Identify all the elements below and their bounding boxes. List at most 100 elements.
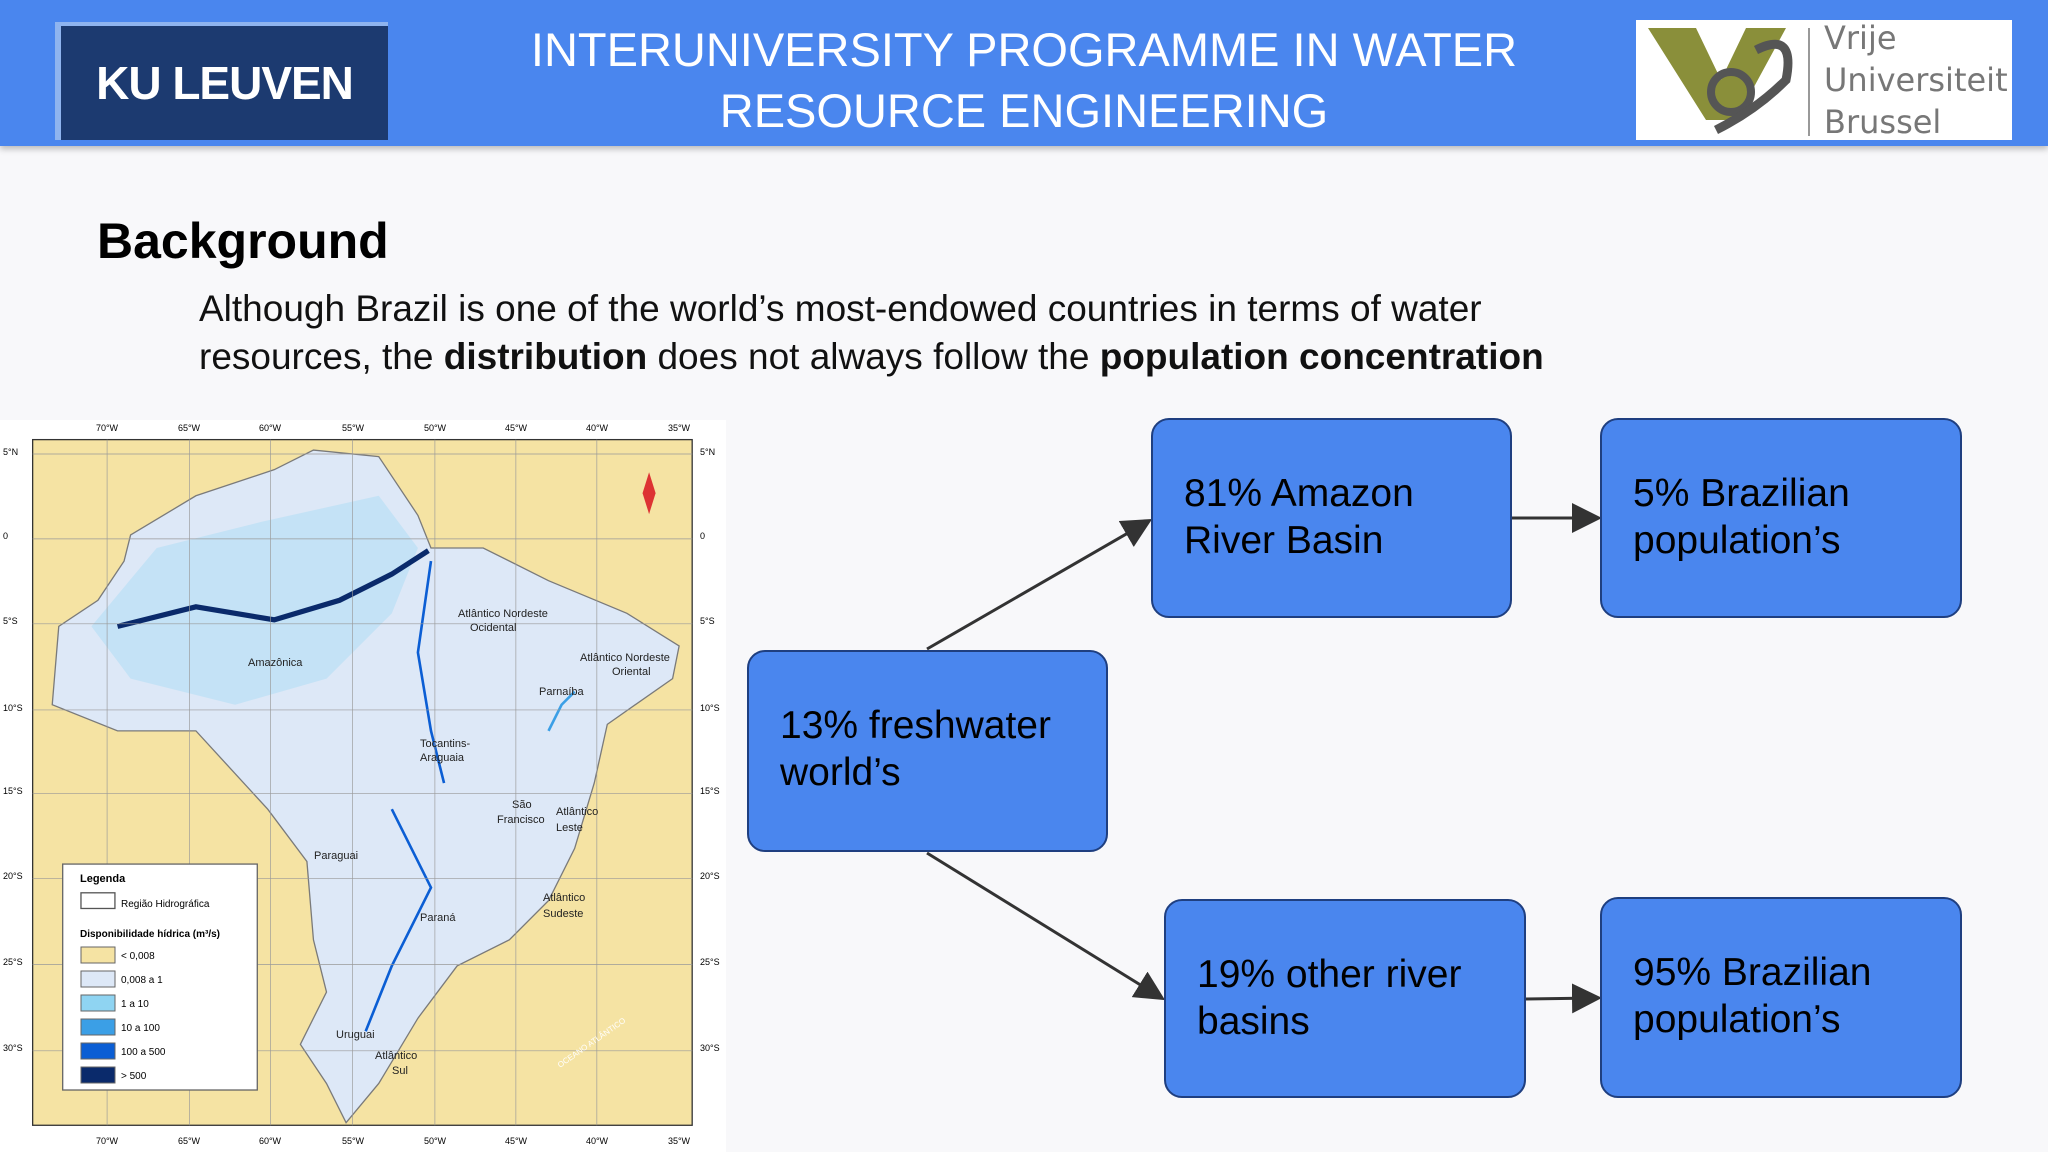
river: [416, 560, 446, 784]
legend-region-swatch: [80, 892, 116, 910]
lat-label: 25°S: [3, 957, 23, 967]
lon-label: 40°W: [586, 423, 609, 433]
ku-leuven-logo: KU LEUVEN: [55, 22, 388, 140]
lon-label: 35°W: [668, 423, 691, 433]
diagram-node: 95% Brazilian population’s: [1600, 897, 1962, 1098]
lat-label: 15°S: [3, 786, 23, 796]
region-label: Francisco: [497, 814, 545, 826]
lat-label: 5°N: [700, 447, 715, 457]
arrow: [926, 851, 1166, 1001]
river: [364, 808, 433, 1032]
lat-label: 10°S: [3, 703, 23, 713]
arrow: [1525, 983, 1602, 1014]
lon-label: 50°W: [424, 1136, 447, 1146]
lat-label: 20°S: [3, 871, 23, 881]
lon-label: 45°W: [505, 423, 528, 433]
node-text: basins: [1197, 1000, 1310, 1043]
amazon-basin: [91, 495, 418, 705]
vub-logo: Vrije Universiteit Brussel: [1636, 20, 2012, 140]
lon-label: 60°W: [259, 1136, 282, 1146]
legend-subtitle: Disponibilidade hídrica (m³/s): [80, 929, 220, 940]
node-text: 5% Brazilian: [1633, 472, 1850, 515]
lon-label: 55°W: [342, 1136, 365, 1146]
node-text: 13% freshwater: [780, 704, 1051, 747]
node-text: 81% Amazon: [1184, 472, 1414, 515]
vub-text: Universiteit: [1824, 61, 2008, 99]
body-text: Although Brazil is one of the world’s mo…: [199, 288, 1482, 329]
region-label: São: [512, 799, 532, 811]
lon-label: 65°W: [178, 1136, 201, 1146]
lat-label: 5°S: [700, 616, 715, 626]
legend-swatch: [80, 994, 116, 1012]
emblem-ring: [1707, 68, 1755, 116]
body-text: resources, the: [199, 336, 444, 377]
body-text: resources, the distribution does not alw…: [199, 336, 1544, 378]
legend-item: Região Hidrográfica: [121, 899, 210, 910]
node-text: 95% Brazilian: [1633, 951, 1872, 994]
region-label: Paraguai: [314, 850, 358, 862]
lon-label: 45°W: [505, 1136, 528, 1146]
node-text: population’s: [1633, 998, 1841, 1041]
region-label: Atlântico: [556, 806, 598, 818]
lat-label: 5°S: [3, 616, 18, 626]
body-bold: population concentration: [1099, 336, 1544, 377]
header-bar: INTERUNIVERSITY PROGRAMME IN WATER RESOU…: [0, 0, 2048, 146]
region-label: Oriental: [612, 666, 651, 678]
north-arrow: [642, 472, 656, 515]
divider: [1808, 28, 1810, 136]
legend-item: 1 a 10: [121, 999, 149, 1010]
diagram-arrows: [926, 503, 1602, 1014]
region-label: Araguaia: [420, 752, 465, 764]
region-label: Atlântico: [375, 1050, 417, 1062]
body-text: does not always follow the: [647, 336, 1100, 377]
node-text: population’s: [1633, 519, 1841, 562]
region-label: Atlântico: [543, 892, 585, 904]
legend-item: < 0,008: [121, 951, 155, 962]
river: [547, 690, 576, 732]
section-heading: Background: [97, 213, 389, 269]
lat-label: 0: [700, 531, 705, 541]
lon-label: 50°W: [424, 423, 447, 433]
region-label: Tocantins-: [420, 738, 470, 750]
node-text: 19% other river: [1197, 953, 1462, 996]
lon-label: 55°W: [342, 423, 365, 433]
arrow: [926, 519, 1153, 651]
legend-item: 100 a 500: [121, 1047, 166, 1058]
lat-label: 5°N: [3, 447, 18, 457]
header-title: RESOURCE ENGINEERING: [719, 84, 1329, 137]
region-label: Atlântico Nordeste: [580, 652, 670, 664]
lon-label: 60°W: [259, 423, 282, 433]
diagram-node: 5% Brazilian population’s: [1600, 418, 1962, 618]
legend-swatch: [80, 946, 116, 964]
lat-label: 15°S: [700, 786, 720, 796]
diagram-node: 19% other river basins: [1164, 899, 1526, 1098]
vub-text: Vrije: [1824, 19, 1897, 57]
region-label: Parnaíba: [539, 686, 585, 698]
vub-text: Brussel: [1824, 103, 1942, 141]
lat-label: 0: [3, 531, 8, 541]
region-label: Ocidental: [470, 622, 516, 634]
region-label: Sudeste: [543, 908, 583, 920]
legend-item: > 500: [121, 1071, 147, 1082]
lon-label: 70°W: [96, 1136, 119, 1146]
legend-item: 0,008 a 1: [121, 975, 163, 986]
lon-label: 70°W: [96, 423, 119, 433]
emblem-curve: [1713, 39, 1793, 135]
lon-label: 40°W: [586, 1136, 609, 1146]
vub-emblem: [1648, 28, 1793, 135]
region-label: Sul: [392, 1065, 408, 1077]
lat-label: 30°S: [3, 1043, 23, 1053]
lat-label: 25°S: [700, 957, 720, 967]
lon-label: 35°W: [668, 1136, 691, 1146]
diagram-node: 81% Amazon River Basin: [1151, 418, 1512, 618]
region-label: Atlântico Nordeste: [458, 608, 548, 620]
node-text: world’s: [780, 751, 901, 794]
legend-swatch: [80, 1018, 116, 1036]
legend-swatch: [80, 1066, 116, 1084]
legend-item: 10 a 100: [121, 1023, 160, 1034]
region-label: Leste: [556, 822, 583, 834]
legend-swatch: [80, 1042, 116, 1060]
header-title: INTERUNIVERSITY PROGRAMME IN WATER: [530, 23, 1518, 76]
region-label: Amazônica: [248, 657, 303, 669]
